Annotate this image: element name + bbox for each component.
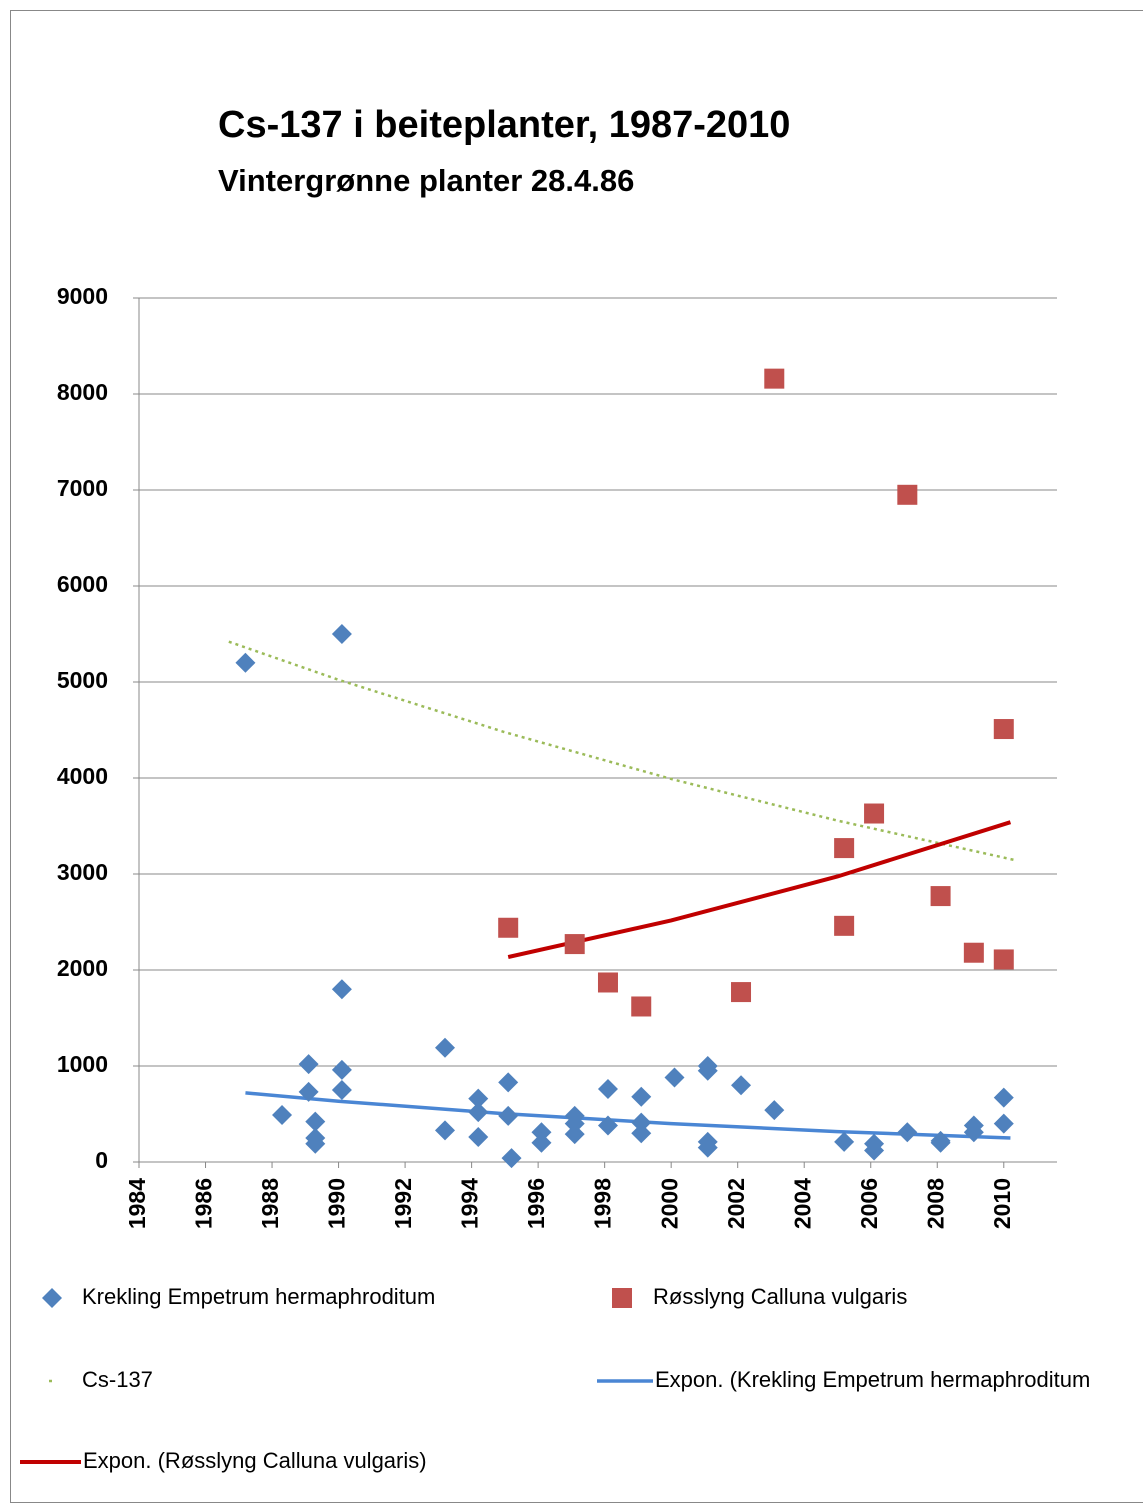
data-point bbox=[597, 972, 618, 993]
data-point bbox=[764, 368, 785, 389]
legend-marker bbox=[42, 1288, 62, 1308]
data-point bbox=[963, 942, 984, 963]
x-tick-label: 2010 bbox=[989, 1178, 1015, 1229]
data-point bbox=[531, 1122, 552, 1143]
legend-label: Cs-137 bbox=[82, 1367, 153, 1392]
chart-title: Cs-137 i beiteplanter, 1987-2010 bbox=[218, 104, 790, 146]
data-point bbox=[531, 1132, 552, 1153]
data-point bbox=[331, 1080, 352, 1100]
y-tick-label: 3000 bbox=[57, 859, 108, 885]
data-point bbox=[864, 1140, 885, 1161]
data-point bbox=[631, 996, 652, 1017]
data-point bbox=[331, 1059, 352, 1080]
y-tick-label: 4000 bbox=[57, 763, 108, 789]
legend-marker bbox=[612, 1288, 632, 1308]
y-tick-label: 8000 bbox=[57, 379, 108, 405]
data-point bbox=[498, 917, 519, 938]
data-point bbox=[597, 1115, 618, 1136]
y-tick-label: 1000 bbox=[57, 1051, 108, 1077]
legend-label: Krekling Empetrum hermaphroditum bbox=[82, 1284, 435, 1309]
data-point bbox=[834, 1131, 855, 1152]
data-point bbox=[897, 484, 918, 505]
data-point bbox=[272, 1104, 293, 1125]
x-tick-label: 2008 bbox=[922, 1178, 948, 1229]
data-point bbox=[631, 1086, 652, 1107]
data-point bbox=[834, 915, 855, 936]
data-point bbox=[897, 1122, 918, 1143]
data-point bbox=[564, 1113, 585, 1134]
trend-line bbox=[228, 640, 1018, 862]
y-tick-label: 9000 bbox=[57, 283, 108, 309]
data-point bbox=[498, 1105, 519, 1126]
data-point bbox=[993, 1087, 1014, 1108]
data-point bbox=[564, 1124, 585, 1145]
x-tick-label: 1990 bbox=[324, 1178, 350, 1229]
chart-frame bbox=[10, 10, 1143, 1503]
data-point bbox=[993, 719, 1014, 740]
data-point bbox=[930, 1132, 951, 1153]
data-point bbox=[305, 1111, 326, 1132]
data-point bbox=[834, 838, 855, 859]
legend-label: Expon. (Krekling Empetrum hermaphroditum bbox=[655, 1367, 1090, 1392]
y-tick-label: 0 bbox=[95, 1147, 108, 1173]
trend-line bbox=[507, 820, 1012, 959]
x-tick-label: 2002 bbox=[723, 1178, 749, 1229]
data-point bbox=[498, 1072, 519, 1093]
data-point bbox=[697, 1060, 718, 1081]
data-point bbox=[963, 1122, 984, 1143]
y-tick-label: 7000 bbox=[57, 475, 108, 501]
data-point bbox=[298, 1054, 319, 1075]
y-tick-label: 6000 bbox=[57, 571, 108, 597]
data-point bbox=[930, 886, 951, 907]
x-tick-label: 1998 bbox=[590, 1178, 616, 1229]
x-tick-label: 2000 bbox=[656, 1178, 682, 1229]
data-point bbox=[235, 652, 256, 673]
data-point bbox=[564, 934, 585, 955]
data-point bbox=[993, 1113, 1014, 1134]
data-point bbox=[435, 1120, 455, 1141]
data-point bbox=[731, 982, 752, 1003]
x-tick-label: 1986 bbox=[191, 1178, 217, 1229]
trend-line bbox=[245, 1091, 1011, 1140]
data-point bbox=[697, 1137, 718, 1158]
data-point bbox=[501, 1148, 522, 1169]
x-tick-label: 1996 bbox=[523, 1178, 549, 1229]
x-tick-label: 2004 bbox=[789, 1178, 815, 1229]
x-tick-label: 1988 bbox=[257, 1178, 283, 1229]
data-point bbox=[631, 1112, 652, 1133]
data-point bbox=[731, 1075, 752, 1096]
data-point bbox=[864, 803, 885, 824]
data-point bbox=[468, 1102, 489, 1123]
data-point bbox=[305, 1133, 326, 1154]
x-tick-label: 1992 bbox=[390, 1178, 416, 1229]
data-point bbox=[298, 1081, 319, 1102]
x-tick-label: 1994 bbox=[457, 1178, 483, 1229]
legend-label: Røsslyng Calluna vulgaris bbox=[653, 1284, 907, 1309]
y-tick-label: 2000 bbox=[57, 955, 108, 981]
data-point bbox=[468, 1127, 489, 1148]
data-point bbox=[468, 1088, 489, 1109]
data-point bbox=[664, 1067, 685, 1088]
y-tick-label: 5000 bbox=[57, 667, 108, 693]
data-point bbox=[764, 1100, 785, 1121]
x-tick-label: 1984 bbox=[124, 1178, 150, 1229]
data-point bbox=[435, 1037, 455, 1058]
data-point bbox=[597, 1079, 618, 1100]
data-point bbox=[331, 624, 352, 644]
legend-label: Expon. (Røsslyng Calluna vulgaris) bbox=[83, 1448, 427, 1473]
data-point bbox=[993, 949, 1014, 970]
chart-subtitle: Vintergrønne planter 28.4.86 bbox=[218, 163, 634, 198]
data-point bbox=[331, 979, 352, 1000]
data-point bbox=[631, 1123, 652, 1144]
x-tick-label: 2006 bbox=[856, 1178, 882, 1229]
